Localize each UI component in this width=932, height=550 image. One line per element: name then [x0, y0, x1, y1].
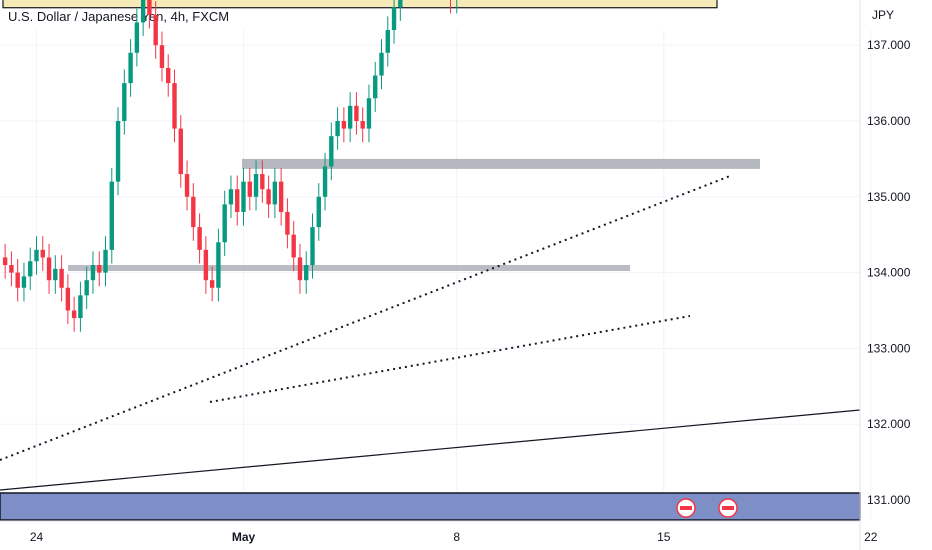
support-zone — [68, 265, 630, 272]
candle-body — [34, 249, 39, 262]
price-tick-label: 137.000 — [867, 38, 911, 52]
candle-body — [203, 249, 209, 281]
price-tick-label: 135.000 — [867, 190, 911, 204]
candle-body — [310, 227, 315, 266]
candle-body — [122, 83, 127, 121]
time-tick-label: 22 — [864, 530, 878, 544]
candle-body — [2, 257, 8, 266]
candle-body — [28, 261, 33, 277]
candle-body — [90, 265, 96, 281]
candle-body — [247, 181, 252, 197]
candle-body — [316, 196, 321, 228]
candle-body — [253, 174, 259, 197]
candle-body — [335, 121, 340, 137]
time-tick-label: 8 — [453, 530, 460, 544]
candle-body — [84, 280, 89, 296]
chart-title: U.S. Dollar / Japanese Yen, 4h, FXCM — [8, 9, 230, 24]
price-axis[interactable]: 143.000137.000136.000135.000134.000133.0… — [859, 0, 925, 550]
candle-body — [9, 265, 14, 273]
candle-series — [2, 0, 458, 332]
candle-body — [235, 189, 240, 212]
candle-body — [128, 52, 133, 84]
annotation-zones — [0, 0, 861, 521]
price-tick-label: 132.000 — [867, 417, 911, 431]
grid-lines — [0, 30, 872, 520]
candle-body — [341, 121, 347, 129]
candle-body — [304, 265, 309, 281]
candle-body — [15, 272, 20, 288]
candle-body — [109, 181, 114, 250]
us-flag-icon — [722, 506, 734, 510]
candle-body — [391, 7, 397, 31]
candle-body — [134, 22, 140, 53]
candle-body — [178, 128, 183, 175]
candle-body — [216, 242, 221, 288]
price-tick-label: 136.000 — [867, 114, 911, 128]
candle-body — [285, 211, 290, 235]
candle-body — [78, 295, 83, 319]
candle-body — [222, 204, 227, 243]
candle-body — [153, 14, 158, 46]
candle-body — [53, 268, 58, 281]
long-term-trend-line — [0, 409, 861, 491]
candle-body — [115, 121, 121, 182]
trend-line-dotted — [0, 175, 731, 461]
candle-body — [103, 249, 108, 273]
candle-body — [278, 181, 284, 212]
candle-body — [260, 174, 265, 190]
candle-body — [297, 257, 303, 281]
price-tick-label: 134.000 — [867, 266, 911, 280]
candle-body — [166, 67, 171, 84]
candle-body — [354, 105, 359, 121]
trend-line-dotted — [209, 315, 691, 403]
candle-body — [228, 189, 234, 205]
candle-body — [147, 0, 152, 15]
candle-body — [209, 280, 215, 288]
candle-body — [172, 83, 177, 129]
candle-body — [59, 268, 64, 288]
candle-body — [140, 0, 146, 23]
candle-body — [197, 227, 202, 250]
candle-body — [21, 276, 27, 288]
candle-body — [366, 98, 372, 129]
candle-body — [329, 136, 334, 167]
candle-body — [347, 105, 353, 129]
trend-lines — [0, 175, 861, 491]
candle-body — [373, 75, 378, 99]
candle-body — [241, 181, 246, 212]
time-tick-label: May — [232, 530, 256, 544]
event-band — [0, 492, 861, 521]
candle-body — [272, 181, 278, 205]
candle-body — [191, 196, 196, 228]
candle-body — [40, 249, 45, 258]
candle-body — [71, 310, 77, 319]
candle-body — [360, 121, 365, 129]
candle-body — [46, 257, 52, 281]
us-flag-icon — [680, 506, 692, 510]
time-tick-label: 15 — [657, 530, 671, 544]
time-tick-label: 24 — [30, 530, 44, 544]
candle-body — [379, 52, 384, 76]
candle-body — [385, 30, 390, 53]
candle-body — [184, 174, 190, 197]
price-tick-label: 133.000 — [867, 341, 911, 355]
candle-body — [291, 234, 296, 258]
price-tick-label: 131.000 — [867, 493, 911, 507]
candle-body — [97, 265, 102, 273]
candle-body — [322, 166, 328, 197]
candle-body — [65, 287, 71, 311]
support-zone — [242, 158, 760, 169]
support-zone — [2, 0, 718, 9]
time-axis[interactable]: 24May8152226Jun12 — [0, 520, 932, 544]
candle-body — [398, 0, 403, 8]
candle-body — [266, 189, 271, 205]
candle-body — [159, 45, 165, 68]
currency-label: JPY — [872, 8, 895, 22]
